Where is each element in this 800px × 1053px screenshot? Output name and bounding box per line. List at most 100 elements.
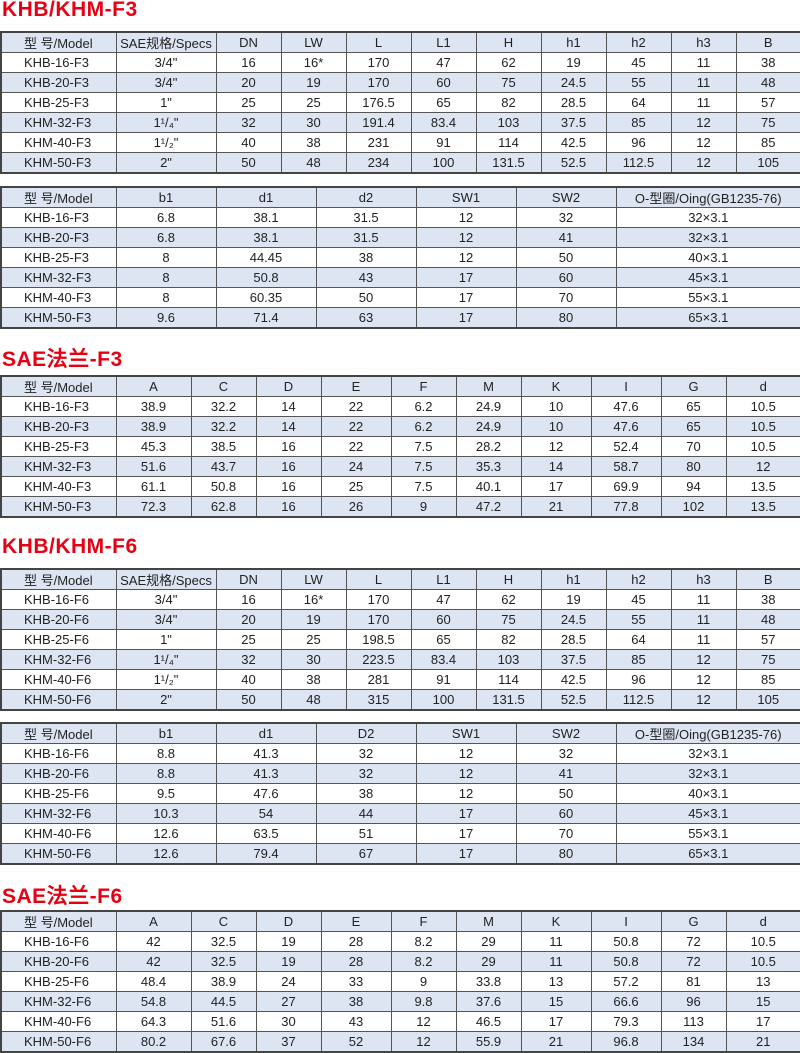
table-cell: 12.6	[115, 843, 217, 865]
table-cell: 50	[215, 689, 282, 711]
table-cell: 9	[390, 496, 457, 518]
table-cell: 13	[725, 971, 800, 992]
table-cell: 6.8	[115, 227, 217, 248]
table-cell: 81	[660, 971, 727, 992]
table-row: KHB-20-F6 8.8 41.3 32 12 41 32×3.1	[0, 763, 800, 784]
table-row: KHM-50-F6 2" 50 48 315 100 131.5 52.5 112.5 12 105	[0, 689, 800, 711]
table-cell: KHB-25-F6	[0, 971, 117, 992]
table-cell: 100	[410, 152, 477, 174]
column-header: 型 号/Model	[0, 375, 117, 397]
table-cell: 10	[520, 416, 592, 437]
table-cell: 22	[320, 396, 392, 417]
table-cell: 9.5	[115, 783, 217, 804]
table-row: KHB-25-F6 1" 25 25 198.5 65 82 28.5 64 11 57	[0, 629, 800, 650]
table-cell: 96	[660, 991, 727, 1012]
table-cell: 51	[315, 823, 417, 844]
table-cell: 51.6	[190, 1011, 257, 1032]
column-header: h1	[540, 31, 607, 53]
table-cell: 96.8	[590, 1031, 662, 1053]
table-cell: 62	[475, 52, 542, 73]
column-header: O-型圈/Oing(GB1235-76)	[615, 186, 800, 208]
table-cell: 38	[735, 52, 800, 73]
table-cell: 60	[515, 267, 617, 288]
table-cell: 96	[605, 132, 672, 153]
table-cell: 31.5	[315, 227, 417, 248]
table-cell: 113	[660, 1011, 727, 1032]
table-cell: 3/4"	[115, 589, 217, 610]
table-cell: 38.9	[115, 416, 192, 437]
column-header: 型 号/Model	[0, 722, 117, 744]
table-cell: 2"	[115, 689, 217, 711]
table-cell: 50.8	[215, 267, 317, 288]
column-header: d1	[215, 186, 317, 208]
table-cell: 25	[215, 92, 282, 113]
column-header: I	[590, 375, 662, 397]
table-cell: KHM-40-F6	[0, 1011, 117, 1032]
table-cell: 31.5	[315, 207, 417, 228]
table-cell: 24.9	[455, 396, 522, 417]
table-cell: 11	[520, 931, 592, 952]
table-cell: 7.5	[390, 436, 457, 457]
table-cell: KHM-50-F3	[0, 496, 117, 518]
table-cell: 25	[280, 629, 347, 650]
table-cell: 21	[725, 1031, 800, 1053]
column-header: SW1	[415, 186, 517, 208]
table-cell: 82	[475, 629, 542, 650]
table-cell: 55.9	[455, 1031, 522, 1053]
table-cell: 65	[660, 396, 727, 417]
table-cell: 17	[520, 1011, 592, 1032]
table-cell: 91	[410, 132, 477, 153]
table-cell: 28.5	[540, 629, 607, 650]
table-row: KHM-50-F3 9.6 71.4 63 17 80 65×3.1	[0, 307, 800, 329]
table-cell: 44	[315, 803, 417, 824]
table-cell: 80	[515, 843, 617, 865]
table-row: KHM-40-F6 12.6 63.5 51 17 70 55×3.1	[0, 823, 800, 844]
table-row: KHM-50-F6 80.2 67.6 37 52 12 55.9 21 96.8 134 21	[0, 1031, 800, 1053]
table-cell: 16	[255, 496, 322, 518]
table-cell: KHB-16-F3	[0, 52, 117, 73]
table-row: KHB-16-F6 8.8 41.3 32 12 32 32×3.1	[0, 743, 800, 764]
table-cell: 114	[475, 669, 542, 690]
table-cell: 21	[520, 496, 592, 518]
table-row: KHB-16-F3 38.9 32.2 14 22 6.2 24.9 10 47.6 65 10.5	[0, 396, 800, 417]
table-cell: 91	[410, 669, 477, 690]
table-cell: 27	[255, 991, 322, 1012]
table-cell: 16*	[280, 52, 347, 73]
table-cell: 38.9	[190, 971, 257, 992]
table-cell: 32	[215, 112, 282, 133]
table-cell: 13.5	[725, 476, 800, 497]
table-cell: 63.5	[215, 823, 317, 844]
table-cell: 105	[735, 152, 800, 174]
table-cell: KHM-32-F6	[0, 803, 117, 824]
table-cell: 21	[520, 1031, 592, 1053]
table-row: KHM-50-F6 12.6 79.4 67 17 80 65×3.1	[0, 843, 800, 865]
table-cell: 66.6	[590, 991, 662, 1012]
table-cell: 11	[670, 629, 737, 650]
table-cell: 14	[520, 456, 592, 477]
table-cell: 52.4	[590, 436, 662, 457]
table-cell: 54.8	[115, 991, 192, 1012]
table-cell: 6.2	[390, 396, 457, 417]
table-row: KHB-20-F6 42 32.5 19 28 8.2 29 11 50.8 72 10.5	[0, 951, 800, 972]
table-cell: 7.5	[390, 456, 457, 477]
table-cell: 3/4"	[115, 52, 217, 73]
table-cell: 50.8	[590, 951, 662, 972]
table-cell: 16	[215, 589, 282, 610]
table-cell: 55×3.1	[615, 287, 800, 308]
table-cell: 48	[735, 72, 800, 93]
table-cell: 43	[320, 1011, 392, 1032]
table-cell: 48.4	[115, 971, 192, 992]
table-cell: 32.2	[190, 396, 257, 417]
table-cell: 62	[475, 589, 542, 610]
table-cell: 29	[455, 931, 522, 952]
table-cell: 40	[215, 669, 282, 690]
column-header: D	[255, 910, 322, 932]
table-cell: 75	[735, 649, 800, 670]
section-title: SAE法兰-F6	[2, 885, 123, 908]
table-cell: KHB-16-F3	[0, 396, 117, 417]
column-header: 型 号/Model	[0, 186, 117, 208]
table-cell: 32.5	[190, 931, 257, 952]
table-cell: 55×3.1	[615, 823, 800, 844]
table-cell: 170	[345, 589, 412, 610]
